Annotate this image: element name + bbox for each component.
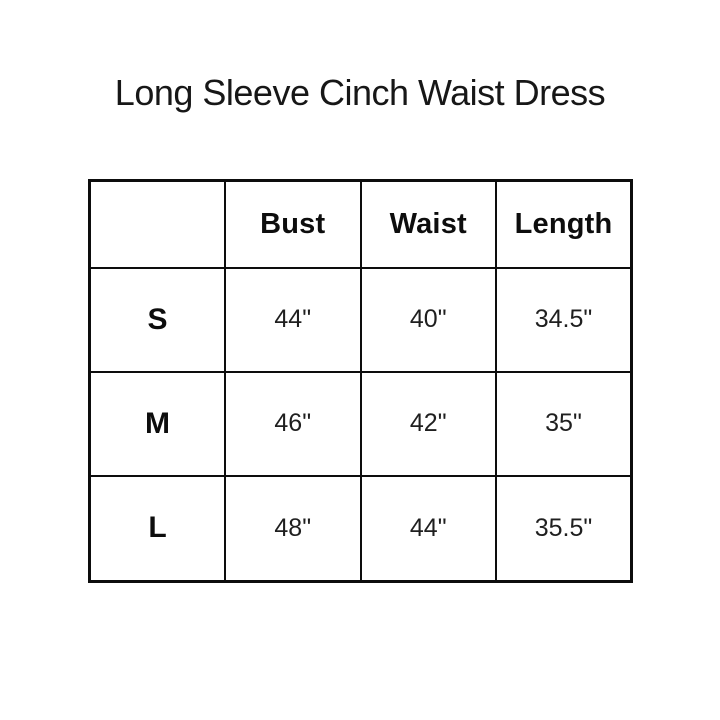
waist-value-l: 44"	[359, 474, 497, 583]
bust-value-s: 44"	[224, 266, 362, 373]
bust-value-m: 46"	[224, 370, 362, 477]
size-label-m: M	[88, 370, 226, 477]
page-title: Long Sleeve Cinch Waist Dress	[114, 72, 606, 113]
column-header-length: Length	[495, 179, 633, 269]
size-chart-table: Bust Waist Length S 44" 40" 34.5" M 46" …	[88, 179, 633, 583]
waist-value-s: 40"	[359, 266, 497, 373]
size-label-l: L	[88, 474, 226, 583]
column-header-waist: Waist	[359, 179, 497, 269]
length-value-s: 34.5"	[495, 266, 633, 373]
table-row-medium: M 46" 42" 35"	[88, 370, 633, 477]
bust-value-l: 48"	[224, 474, 362, 583]
size-label-s: S	[88, 266, 226, 373]
table-row-small: S 44" 40" 34.5"	[88, 266, 633, 373]
length-value-l: 35.5"	[495, 474, 633, 583]
column-header-bust: Bust	[224, 179, 362, 269]
length-value-m: 35"	[495, 370, 633, 477]
table-header-row: Bust Waist Length	[88, 179, 633, 269]
waist-value-m: 42"	[359, 370, 497, 477]
corner-cell	[88, 179, 226, 269]
table-row-large: L 48" 44" 35.5"	[88, 474, 633, 583]
